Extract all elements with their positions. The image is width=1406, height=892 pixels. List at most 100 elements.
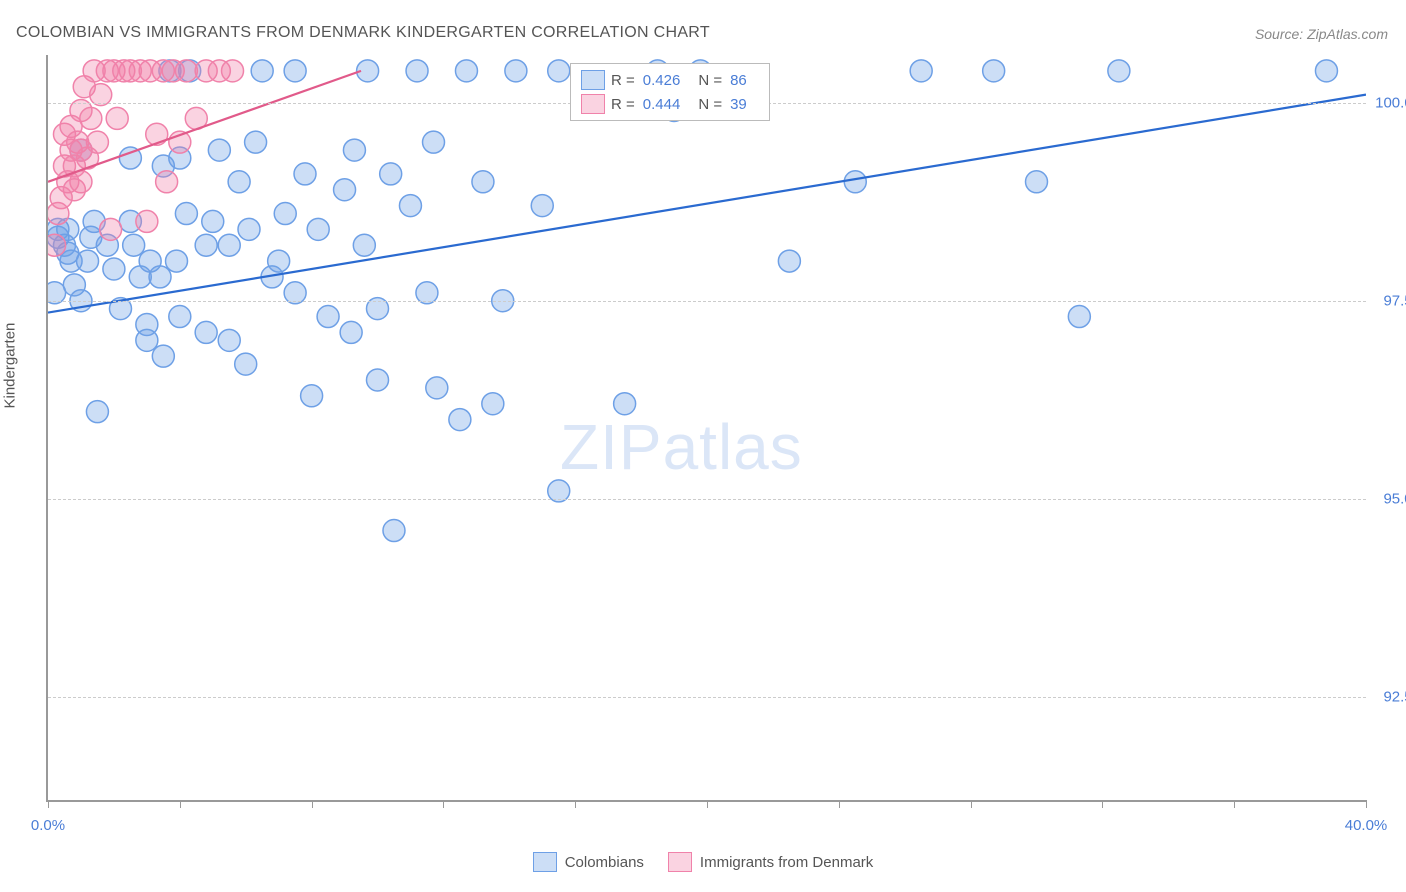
data-point	[1068, 306, 1090, 328]
data-point	[53, 234, 75, 256]
x-tick-label: 0.0%	[31, 817, 65, 834]
data-point	[353, 234, 375, 256]
data-point	[238, 218, 260, 240]
data-point	[67, 131, 89, 153]
n-label: N =	[698, 96, 722, 113]
x-tick	[971, 800, 972, 808]
legend-item: Colombians	[533, 852, 644, 872]
data-point	[48, 226, 69, 248]
data-point	[152, 345, 174, 367]
data-point	[63, 179, 85, 201]
data-point	[340, 321, 362, 343]
n-value: 39	[730, 96, 747, 113]
legend-stat-row: R =0.426N =86	[581, 68, 759, 92]
data-point	[343, 139, 365, 161]
x-tick	[443, 800, 444, 808]
data-point	[317, 306, 339, 328]
data-point	[505, 60, 527, 82]
data-point	[169, 147, 191, 169]
data-point	[235, 353, 257, 375]
data-point	[70, 139, 92, 161]
x-tick	[1366, 800, 1367, 808]
n-label: N =	[698, 72, 722, 89]
data-point	[146, 123, 168, 145]
data-point	[48, 218, 69, 240]
data-point	[139, 60, 161, 82]
data-point	[406, 60, 428, 82]
legend-swatch	[581, 94, 605, 114]
data-point	[156, 171, 178, 193]
data-point	[307, 218, 329, 240]
data-point	[123, 234, 145, 256]
data-point	[1108, 60, 1130, 82]
data-point	[48, 234, 66, 256]
data-point	[778, 250, 800, 272]
data-point	[159, 60, 181, 82]
data-point	[53, 123, 75, 145]
data-point	[60, 115, 82, 137]
data-point	[185, 107, 207, 129]
legend-swatch	[581, 70, 605, 90]
data-point	[179, 60, 201, 82]
data-point	[152, 60, 174, 82]
data-point	[73, 76, 95, 98]
data-point	[149, 266, 171, 288]
data-point	[113, 60, 135, 82]
data-point	[472, 171, 494, 193]
data-point	[50, 187, 72, 209]
data-point	[268, 250, 290, 272]
data-point	[80, 107, 102, 129]
data-point	[70, 171, 92, 193]
data-point	[70, 139, 92, 161]
gridline	[48, 697, 1366, 698]
data-point	[169, 306, 191, 328]
data-point	[136, 329, 158, 351]
x-tick	[1102, 800, 1103, 808]
data-point	[261, 266, 283, 288]
r-value: 0.444	[643, 96, 681, 113]
data-point	[531, 195, 553, 217]
data-point	[53, 155, 75, 177]
y-tick-label: 100.0%	[1371, 94, 1406, 111]
y-tick-label: 95.0%	[1371, 490, 1406, 507]
data-point	[548, 60, 570, 82]
data-point	[77, 147, 99, 169]
x-tick	[312, 800, 313, 808]
data-point	[83, 60, 105, 82]
data-point	[139, 250, 161, 272]
data-point	[218, 329, 240, 351]
data-point	[983, 60, 1005, 82]
data-point	[202, 210, 224, 232]
data-point	[449, 409, 471, 431]
gridline	[48, 301, 1366, 302]
data-point	[63, 274, 85, 296]
legend-item: Immigrants from Denmark	[668, 852, 873, 872]
data-point	[614, 393, 636, 415]
data-point	[380, 163, 402, 185]
plot-area: 92.5%95.0%97.5%100.0%0.0%40.0%	[46, 55, 1366, 802]
data-point	[423, 131, 445, 153]
data-point	[1026, 171, 1048, 193]
chart-title: COLOMBIAN VS IMMIGRANTS FROM DENMARK KIN…	[16, 24, 710, 42]
data-point	[482, 393, 504, 415]
data-point	[96, 234, 118, 256]
data-point	[195, 234, 217, 256]
x-tick	[575, 800, 576, 808]
data-point	[60, 250, 82, 272]
data-point	[301, 385, 323, 407]
data-point	[106, 107, 128, 129]
regression-line	[48, 95, 1366, 313]
data-point	[910, 60, 932, 82]
data-point	[83, 210, 105, 232]
data-point	[399, 195, 421, 217]
gridline	[48, 499, 1366, 500]
x-tick	[48, 800, 49, 808]
data-point	[195, 321, 217, 343]
data-point	[103, 60, 125, 82]
data-point	[294, 163, 316, 185]
y-tick-label: 92.5%	[1371, 688, 1406, 705]
data-point	[426, 377, 448, 399]
data-point	[222, 60, 244, 82]
data-point	[166, 250, 188, 272]
data-point	[455, 60, 477, 82]
